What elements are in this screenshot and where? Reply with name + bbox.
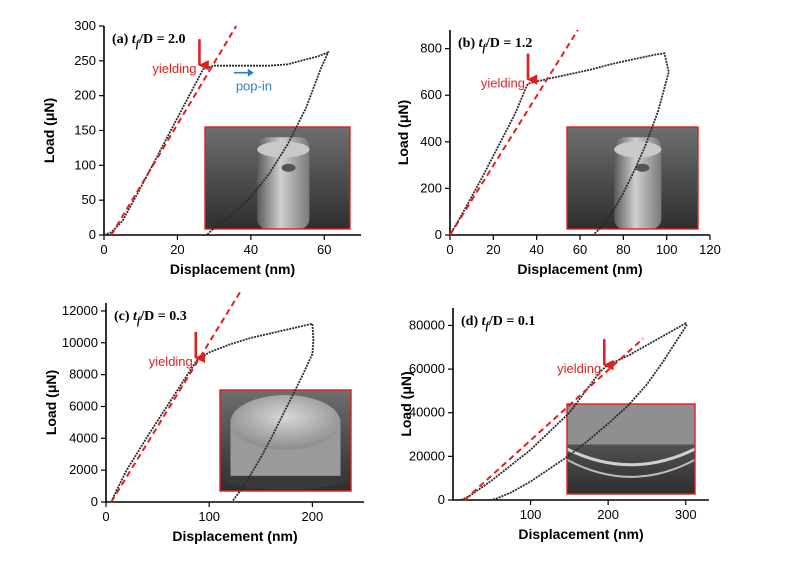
y-tick-label: 400 [420,134,442,149]
y-tick-label: 150 [74,123,96,138]
y-tick-label: 0 [435,227,442,242]
x-axis-title: Displacement (nm) [517,261,642,277]
x-tick-label: 0 [100,242,107,257]
x-tick-label: 40 [529,242,543,257]
yielding-label: yielding [557,361,601,376]
y-tick-label: 40000 [409,405,445,420]
x-tick-label: 20 [486,242,500,257]
y-tick-label: 2000 [69,462,98,477]
y-tick-label: 80000 [409,317,445,332]
load-displacement-curve [460,321,688,501]
y-tick-label: 200 [74,88,96,103]
yielding-label: yielding [152,61,196,76]
x-tick-label: 100 [198,509,220,524]
load-displacement-curve [110,322,315,503]
x-tick-label: 300 [675,507,697,522]
y-tick-label: 6000 [69,398,98,413]
y-tick-label: 800 [420,41,442,56]
panel-title: (c) tf/D = 0.3 [114,309,187,327]
x-tick-label: 120 [699,242,721,257]
panel-b: 0 200 400 600 800 0 20 40 60 80 100 120 Displacement… [395,29,721,277]
x-tick-label: 60 [317,242,331,257]
y-tick-label: 60000 [409,361,445,376]
x-tick-label: 0 [102,509,109,524]
yielding-label: yielding [481,76,525,91]
y-tick-label: 4000 [69,430,98,445]
y-tick-label: 50 [82,192,96,207]
panel-title: (d) tf/D = 0.1 [461,314,535,332]
y-tick-label: 12000 [62,303,98,318]
y-tick-label: 0 [438,492,445,507]
x-tick-label: 100 [520,507,542,522]
y-axis-title: Load (μN) [395,100,411,165]
linear-fit-line [449,29,579,236]
sem-inset-image [204,126,351,230]
y-tick-label: 0 [91,494,98,509]
y-tick-label: 600 [420,87,442,102]
y-tick-label: 300 [74,18,96,33]
linear-fit-line [110,25,238,236]
sem-inset-image [219,389,352,492]
x-tick-label: 80 [616,242,630,257]
y-tick-label: 100 [74,157,96,172]
y-tick-label: 250 [74,53,96,68]
pop-in-arrowhead [247,68,254,77]
panel-c: 0 2000 4000 6000 8000 10000 12000 0 100 200 Displa… [43,291,364,544]
x-axis-title: Displacement (nm) [170,261,295,277]
panel-a: 0 50 100 150 200 250 300 0 20 40 60 Displacement (n… [41,18,361,277]
sem-inset-image [566,126,699,230]
x-tick-label: 20 [170,242,184,257]
x-axis-title: Displacement (nm) [172,528,297,544]
x-tick-label: 200 [302,509,324,524]
pop-in-label: pop-in [236,79,272,94]
x-tick-label: 60 [573,242,587,257]
panel-title: (b) tf/D = 1.2 [458,36,532,54]
load-displacement-curve [449,52,670,236]
load-displacement-curve [103,50,330,236]
y-tick-label: 10000 [62,335,98,350]
y-tick-label: 20000 [409,448,445,463]
panel-d: 0 20000 40000 60000 80000 100 200 300 Displaceme… [398,308,709,542]
x-axis-title: Displacement (nm) [518,526,643,542]
y-axis-title: Load (μN) [41,98,57,163]
yielding-label: yielding [149,354,193,369]
y-axis-title: Load (μN) [398,371,414,436]
y-tick-label: 8000 [69,367,98,382]
y-tick-label: 200 [420,180,442,195]
x-tick-label: 200 [597,507,619,522]
y-axis-title: Load (μN) [43,370,59,435]
panel-title: (a) tf/D = 2.0 [112,32,186,50]
x-tick-label: 0 [446,242,453,257]
linear-fit-line [110,291,242,503]
x-tick-label: 40 [244,242,258,257]
x-tick-label: 100 [656,242,678,257]
sem-inset-image [566,403,696,495]
y-tick-label: 0 [89,227,96,242]
